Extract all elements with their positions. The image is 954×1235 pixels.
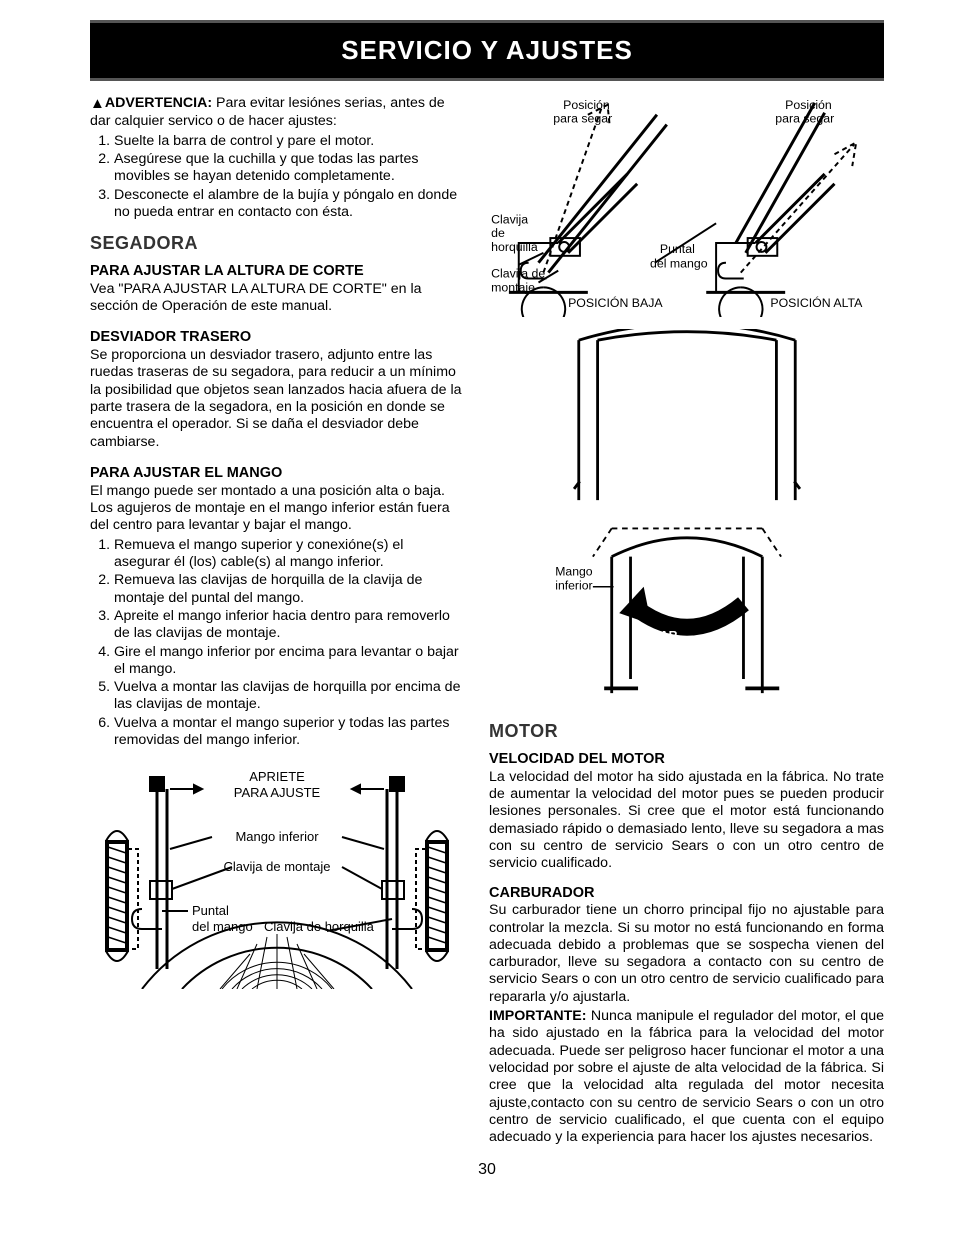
fig1-posicion-l: Posición <box>563 98 610 112</box>
fig3-apriete: APRIETE <box>249 769 305 784</box>
fig1-pos-baja: POSICIÓN BAJA <box>568 295 663 310</box>
carburador-importante: IMPORTANTE: Nunca manipule el regulador … <box>489 1008 884 1147</box>
altura-heading: PARA AJUSTAR LA ALTURA DE CORTE <box>90 263 463 281</box>
figure-handle-mount: APRIETE PARA AJUSTE Mango inferior Clavi… <box>90 759 463 989</box>
wheel-right-icon <box>426 831 448 961</box>
importante-label: IMPORTANTE: <box>489 1008 586 1024</box>
list-item: Vuelva a montar las clavijas de horquill… <box>114 679 463 714</box>
advertencia-steps: Suelte la barra de control y pare el mot… <box>90 133 463 222</box>
right-column: Posición para segar Posición para segar … <box>489 95 884 1149</box>
section-banner: SERVICIO Y AJUSTES <box>90 20 884 81</box>
mango-intro: El mango puede ser montado a una posició… <box>90 483 463 535</box>
altura-text: Vea "PARA AJUSTAR LA ALTURA DE CORTE" en… <box>90 281 463 316</box>
fig3-del-mango: del mango <box>192 919 253 934</box>
list-item: Vuelva a montar el mango superior y toda… <box>114 715 463 750</box>
fig2-mango: Mango <box>555 564 593 578</box>
figure-handle-rotate: Mango inferior GIRAR <box>489 329 884 709</box>
advertencia-paragraph: ▲ADVERTENCIA: Para evitar lesiónes seria… <box>90 95 463 131</box>
fig1-para-segar-l: para segar <box>553 112 612 126</box>
fig1-horquilla: horquilla <box>491 240 538 254</box>
carburador-text1: Su carburador tiene un chorro principal … <box>489 902 884 1006</box>
page-number: 30 <box>90 1161 884 1179</box>
fig2-girar: GIRAR <box>638 628 678 642</box>
fig1-posicion-r: Posición <box>785 98 832 112</box>
fig3-para-ajuste: PARA AJUSTE <box>233 785 320 800</box>
motor-heading: MOTOR <box>489 721 884 743</box>
list-item: Apreite el mango inferior hacia dentro p… <box>114 608 463 643</box>
list-item: Suelte la barra de control y pare el mot… <box>114 133 463 150</box>
figure-handle-positions: Posición para segar Posición para segar … <box>489 95 884 317</box>
fig3-clavija-montaje: Clavija de montaje <box>223 859 330 874</box>
fig1-puntal: Puntal <box>660 242 695 256</box>
advertencia-label: ADVERTENCIA: <box>105 95 212 111</box>
fig1-clavija: Clavija <box>491 212 528 226</box>
fig3-clavija-horq: Clavija de horquilla <box>264 919 375 934</box>
fig3-mango-inf: Mango inferior <box>235 829 319 844</box>
fig1-clavija-de: Clavija de <box>491 267 545 281</box>
list-item: Asegúrese que la cuchilla y que todas la… <box>114 151 463 186</box>
wheel-left-icon <box>106 831 128 961</box>
velocidad-text: La velocidad del motor ha sido ajustada … <box>489 769 884 873</box>
velocidad-heading: VELOCIDAD DEL MOTOR <box>489 751 884 769</box>
desviador-text: Se proporciona un desviador trasero, adj… <box>90 347 463 451</box>
fig1-de: de <box>491 226 505 240</box>
list-item: Remueva el mango superior y conexióne(s)… <box>114 537 463 572</box>
warning-icon: ▲ <box>90 95 105 112</box>
fig1-para-segar-r: para segar <box>775 112 834 126</box>
fig1-del-mango: del mango <box>650 257 708 271</box>
list-item: Desconecte el alambre de la bujía y póng… <box>114 187 463 222</box>
fig1-pos-alta: POSICIÓN ALTA <box>770 295 863 310</box>
mango-steps: Remueva el mango superior y conexióne(s)… <box>90 537 463 750</box>
two-column-layout: ▲ADVERTENCIA: Para evitar lesiónes seria… <box>90 95 884 1149</box>
fig2-inferior: inferior <box>555 579 592 593</box>
banner-title: SERVICIO Y AJUSTES <box>341 35 633 65</box>
desviador-heading: DESVIADOR TRASERO <box>90 329 463 347</box>
left-column: ▲ADVERTENCIA: Para evitar lesiónes seria… <box>90 95 463 1149</box>
mango-heading: PARA AJUSTAR EL MANGO <box>90 465 463 483</box>
fig1-montaje: montaje <box>491 280 535 294</box>
fig3-puntal: Puntal <box>192 903 229 918</box>
carburador-heading: CARBURADOR <box>489 885 884 903</box>
right-pane <box>706 103 856 317</box>
list-item: Gire el mango inferior por encima para l… <box>114 644 463 679</box>
segadora-heading: SEGADORA <box>90 233 463 255</box>
carburador-text2: Nunca manipule el regulador del motor, e… <box>489 1008 884 1145</box>
manual-page: SERVICIO Y AJUSTES ▲ADVERTENCIA: Para ev… <box>0 20 954 1209</box>
list-item: Remueva las clavijas de horquilla de la … <box>114 572 463 607</box>
